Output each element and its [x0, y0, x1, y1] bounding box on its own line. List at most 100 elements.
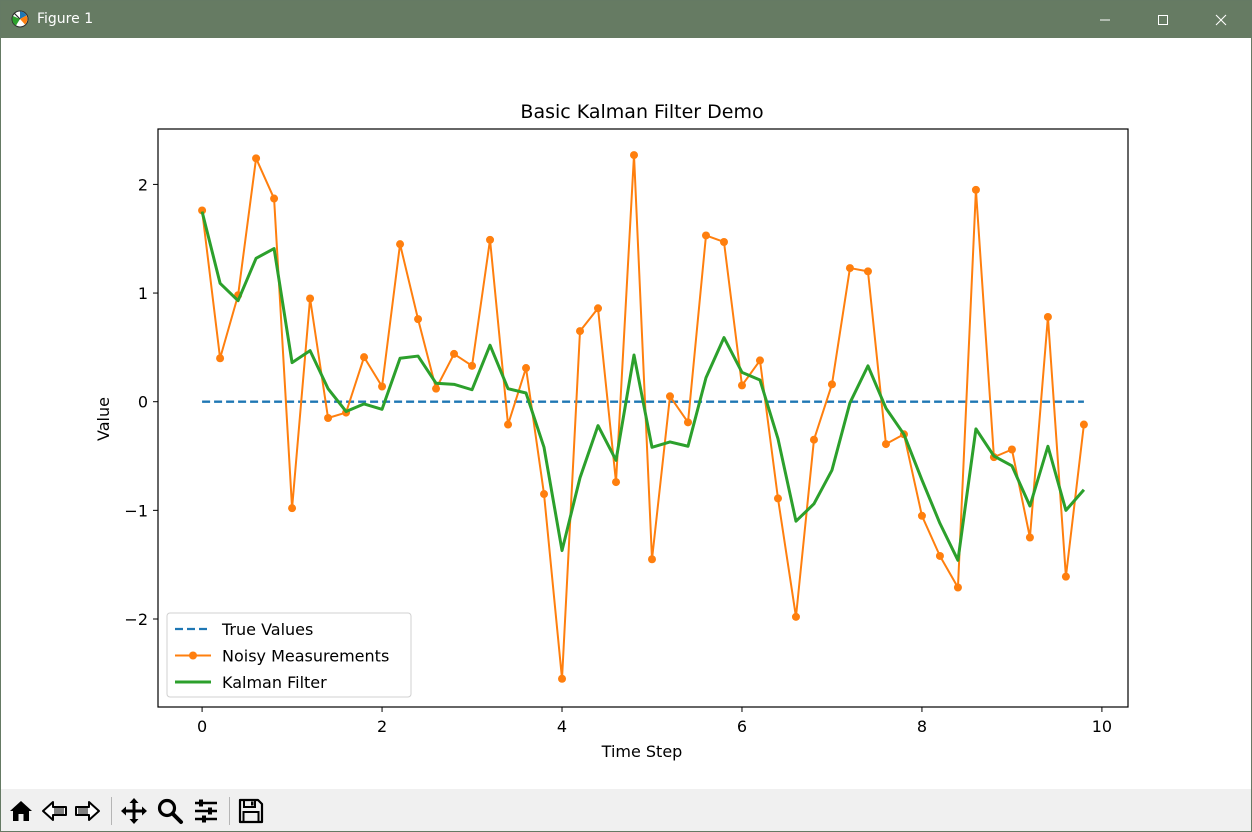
maximize-button[interactable] [1134, 1, 1192, 38]
forward-button[interactable] [71, 795, 103, 827]
window-title: Figure 1 [37, 11, 94, 27]
data-point [1043, 312, 1052, 321]
data-point [917, 511, 926, 520]
data-point [791, 612, 800, 621]
title-bar[interactable]: Figure 1 [1, 1, 1251, 38]
maximize-icon [1158, 14, 1168, 25]
data-point [755, 356, 764, 365]
data-point [737, 381, 746, 390]
data-point [522, 364, 531, 373]
y-tick-label: 1 [138, 284, 148, 303]
forward-icon [75, 801, 100, 821]
axes: 0 2 4 6 8 10 −2 −1 0 1 2 [124, 128, 1129, 736]
data-point [594, 304, 603, 313]
series-line-1 [201, 154, 1085, 680]
x-tick-label: 8 [917, 717, 927, 736]
x-tick-label: 2 [377, 717, 387, 736]
pan-icon [121, 798, 147, 824]
legend-marker [189, 651, 197, 660]
data-point [360, 353, 369, 362]
data-point [935, 551, 944, 560]
y-tick-label: −1 [124, 501, 148, 520]
data-point [1007, 445, 1016, 454]
data-point [719, 237, 728, 246]
data-point [773, 494, 782, 503]
home-button[interactable] [5, 795, 37, 827]
x-tick-label: 10 [1092, 717, 1112, 736]
data-point [468, 361, 477, 370]
back-icon [42, 801, 67, 821]
legend: True Values Noisy Measurements Kalman Filt… [166, 612, 412, 698]
chart: Basic Kalman Filter Demo Time Step Value… [94, 101, 1129, 761]
data-point [881, 440, 890, 449]
matplotlib-icon [11, 10, 29, 28]
data-point [252, 154, 261, 163]
data-point [1079, 420, 1088, 429]
data-point [683, 418, 692, 427]
data-point [665, 392, 674, 401]
data-point [270, 194, 279, 203]
close-button[interactable] [1192, 1, 1250, 38]
data-point [198, 206, 207, 215]
axes-frame [157, 128, 1129, 708]
data-point [630, 151, 638, 160]
data-point [306, 294, 315, 303]
data-point [378, 382, 387, 391]
data-point [1025, 533, 1034, 542]
navigation-toolbar [1, 789, 1251, 831]
toolbar-separator [111, 797, 112, 825]
legend-label: Kalman Filter [222, 673, 327, 692]
data-point [486, 235, 495, 244]
data-point [558, 674, 567, 683]
data-point [827, 380, 836, 389]
data-point [540, 490, 549, 499]
x-axis-label: Time Step [601, 742, 683, 761]
home-icon [10, 801, 32, 821]
data-point [288, 504, 297, 513]
data-point [432, 384, 441, 393]
toolbar-separator [229, 797, 230, 825]
plot-area [198, 151, 1088, 683]
data-point [216, 354, 225, 363]
data-point [414, 315, 423, 324]
x-tick-label: 4 [557, 717, 567, 736]
y-tick-label: −2 [124, 610, 148, 629]
configure-subplots-button[interactable] [190, 795, 222, 827]
legend-label: Noisy Measurements [222, 647, 389, 666]
data-point [504, 420, 513, 429]
data-point [845, 264, 854, 273]
data-point [1061, 572, 1070, 581]
configure-subplots-icon [195, 799, 217, 823]
chart-title: Basic Kalman Filter Demo [520, 101, 763, 123]
data-point [450, 349, 459, 358]
x-tick-label: 6 [737, 717, 747, 736]
x-tick-label: 0 [197, 717, 207, 736]
figure-canvas[interactable]: Basic Kalman Filter Demo Time Step Value… [1, 38, 1251, 789]
data-point [612, 478, 621, 487]
data-point [576, 327, 585, 336]
back-button[interactable] [39, 795, 71, 827]
data-point [396, 240, 405, 249]
y-axis-label: Value [94, 397, 113, 441]
data-point [863, 267, 872, 276]
legend-label: True Values [221, 620, 313, 639]
zoom-icon [157, 798, 183, 824]
save-button[interactable] [235, 795, 267, 827]
data-point [701, 231, 710, 240]
data-point [809, 435, 818, 444]
data-point [648, 555, 656, 564]
series-line-2 [200, 211, 1086, 562]
y-tick-label: 2 [138, 175, 148, 194]
data-point [971, 185, 980, 194]
zoom-button[interactable] [154, 795, 186, 827]
legend-box [166, 612, 412, 698]
save-icon [238, 798, 264, 824]
data-point [953, 583, 962, 592]
pan-button[interactable] [118, 795, 150, 827]
y-tick-label: 0 [138, 393, 148, 412]
minimize-icon [1100, 19, 1110, 20]
data-point [324, 414, 333, 422]
minimize-button[interactable] [1076, 1, 1134, 38]
close-icon [1215, 14, 1227, 25]
